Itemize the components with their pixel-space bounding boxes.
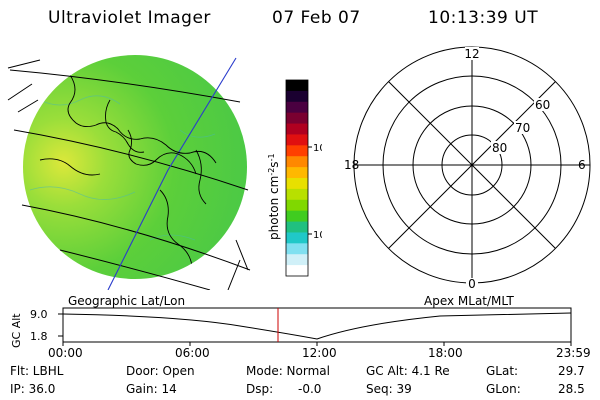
colorbar-unit-label: photon cm-2s-1 — [267, 153, 281, 240]
colorbar-label-100: 100 — [313, 143, 322, 154]
polar-diagonal-2 — [388, 81, 556, 249]
timeline-tick-2359: 23:59 — [556, 346, 591, 360]
colorbar-strip — [286, 221, 308, 233]
colorbar-strip — [286, 101, 308, 114]
status-seq: Seq: 39 — [366, 382, 412, 396]
polar-label-80: 80 — [492, 141, 507, 155]
colorbar-strip — [286, 232, 308, 244]
status-glon: GLon: — [486, 382, 521, 396]
status-mode: Mode: Normal — [246, 364, 330, 378]
header-time: 10:13:39 UT — [428, 8, 539, 28]
earth-disk — [23, 55, 247, 279]
colorbar-strip — [286, 210, 308, 223]
timeline-tick-1800: 18:00 — [428, 346, 463, 360]
polar-label-18: 18 — [344, 158, 359, 172]
colorbar-strip — [286, 90, 308, 103]
colorbar: 100 10 photon cm-2s-1 — [267, 79, 322, 277]
colorbar-strip — [286, 178, 308, 190]
altitude-curve — [62, 312, 572, 340]
colorbar-label-10: 10 — [313, 230, 322, 241]
timeline-y-bottom: 1.8 — [30, 330, 48, 343]
status-ip: IP: 36.0 — [10, 382, 56, 396]
status-glon-value: 28.5 — [558, 382, 585, 396]
polar-label-6: 6 — [578, 158, 586, 172]
status-filter: Flt: LBHL — [10, 364, 64, 378]
colorbar-strip — [286, 188, 308, 201]
colorbar-strip — [286, 80, 308, 92]
geographic-image-panel — [7, 55, 251, 290]
status-glat: GLat: — [486, 364, 519, 378]
colorbar-strip — [286, 123, 308, 135]
instrument-title: Ultraviolet Imager — [48, 8, 211, 28]
status-dsp-value: -0.0 — [298, 382, 322, 396]
apex-panel-label: Apex MLat/MLT — [424, 294, 514, 308]
lat-lon-grid — [9, 69, 251, 290]
header-date: 07 Feb 07 — [272, 8, 361, 28]
colorbar-strip — [286, 156, 308, 168]
colorbar-frame — [285, 79, 309, 277]
emission-texture — [29, 95, 216, 241]
status-glat-value: 29.7 — [558, 364, 585, 378]
meridian-line — [107, 57, 237, 290]
outer-coast-fragments — [7, 59, 249, 290]
timeline-tick-0000: 00:00 — [48, 346, 83, 360]
polar-label-0: 0 — [468, 277, 476, 290]
colorbar-strip — [286, 254, 308, 266]
polar-label-70: 70 — [515, 121, 530, 135]
colorbar-strip — [286, 199, 308, 212]
colorbar-strip — [286, 112, 308, 125]
colorbar-strip — [286, 243, 308, 255]
timeline-y-top: 9.0 — [30, 308, 48, 321]
polar-label-12: 12 — [464, 47, 479, 61]
timeline-tick-1200: 12:00 — [302, 346, 337, 360]
timeline-axis-label: GC Alt — [10, 313, 23, 348]
timeline-frame — [62, 307, 572, 343]
colorbar-strip — [286, 265, 308, 277]
status-dsp: Dsp: — [246, 382, 274, 396]
status-door: Door: Open — [126, 364, 195, 378]
coastlines — [39, 74, 217, 267]
timeline-tick-0600: 06:00 — [175, 346, 210, 360]
colorbar-strip — [286, 145, 308, 157]
altitude-timeline: GC Alt 9.0 1.8 — [10, 307, 572, 348]
colorbar-strip — [286, 167, 308, 179]
polar-grid-panel: 12 0 18 6 60 70 80 — [344, 46, 591, 290]
status-gc-alt: GC Alt: 4.1 Re — [366, 364, 450, 378]
geographic-panel-label: Geographic Lat/Lon — [68, 294, 186, 308]
status-gain: Gain: 14 — [126, 382, 177, 396]
colorbar-strip — [286, 134, 308, 146]
polar-label-60: 60 — [535, 98, 550, 112]
colorbar-strips — [286, 80, 308, 277]
